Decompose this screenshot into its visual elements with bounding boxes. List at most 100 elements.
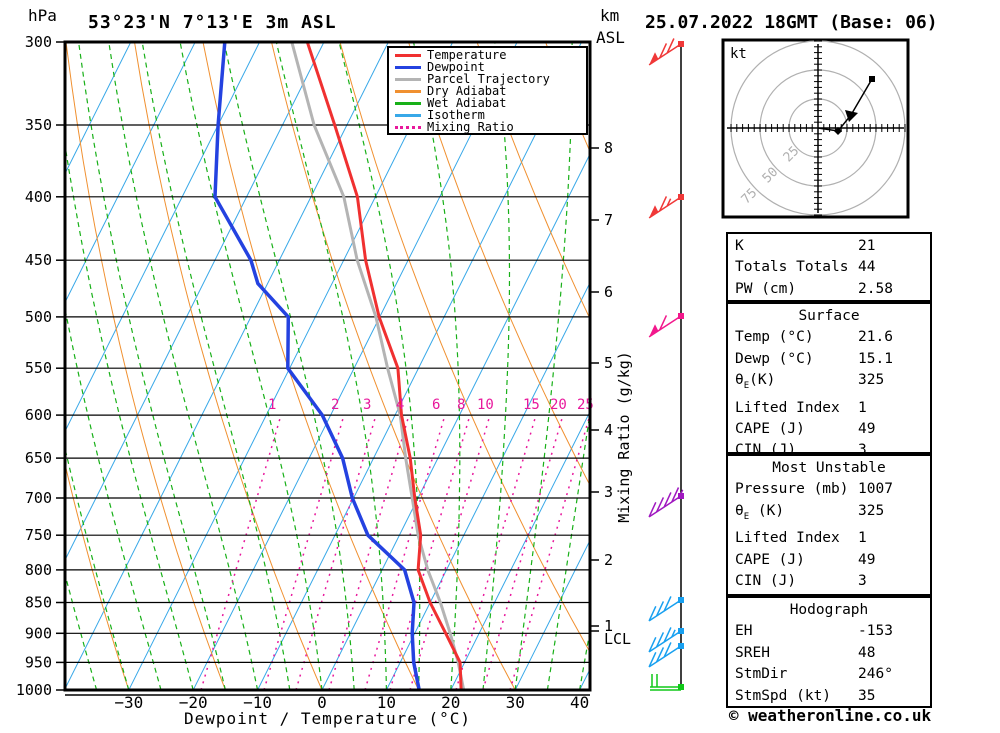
pressure-tick-label: 400 (25, 188, 52, 206)
hodograph-trace (817, 78, 873, 132)
km-tick-label: 1 (604, 617, 613, 635)
mixing-ratio-line (409, 414, 491, 689)
table-row: Temp (°C) 21.6 (728, 327, 930, 348)
plot-area (0, 42, 589, 690)
x-axis-title: Dewpoint / Temperature (°C) (183, 709, 472, 728)
mixing-ratio-label: 3 (363, 397, 371, 413)
wet-adiabat-line (413, 43, 461, 689)
table-row: CAPE (J) 49 (728, 550, 930, 571)
isotherm-line (66, 43, 196, 302)
table-row-value: 48 (858, 644, 876, 661)
temp-tick-label: −30 (114, 693, 143, 712)
table-row-label: CAPE (J) (735, 420, 805, 437)
pressure-tick-label: 350 (25, 116, 52, 134)
isotherm-line (515, 541, 589, 689)
temp-tick-label: −10 (243, 693, 272, 712)
isotherm-line (386, 283, 589, 689)
table-box: Most Unstable Pressure (mb) 1007 θE (K) 325 L… (726, 454, 932, 596)
table-row-value: 3 (858, 442, 867, 459)
mixing-ratio-label: 1 (268, 397, 276, 413)
table-row: CAPE (J) 49 (728, 419, 930, 440)
wind-barb (648, 596, 684, 622)
copyright: © weatheronline.co.uk (728, 706, 932, 725)
mixing-ratio-line (482, 414, 564, 689)
mixing-ratio-label: 15 (523, 397, 540, 413)
isotherm-line (66, 43, 389, 688)
wet-adiabat-line (275, 43, 387, 689)
table-row: θE (K) 325 (728, 501, 930, 528)
isotherm-line (450, 412, 589, 689)
mixing-ratio-line (263, 414, 345, 689)
table-row: Dewp (°C) 15.1 (728, 349, 930, 370)
km-axis-unit: km (600, 6, 620, 25)
table-row-value: 35 (858, 687, 876, 704)
isotherm-line (66, 43, 325, 560)
dewpoint-curve (213, 43, 421, 689)
km-tick-label: 7 (604, 211, 613, 229)
temp-tick-label: −20 (179, 693, 208, 712)
table-row-label: CAPE (J) (735, 551, 805, 568)
dry-adiabat-line (66, 43, 226, 689)
table-row-value: 1 (858, 530, 867, 547)
plot-frame (63, 40, 592, 692)
table-row: Lifted Index 1 (728, 398, 930, 419)
wind-barb (648, 38, 684, 66)
table-box: Hodograph EH -153 SREH 48 StmDir 246° StmSpd (k… (726, 596, 932, 708)
mixing-ratio-label: 8 (457, 397, 465, 413)
table-row: EH -153 (728, 621, 930, 642)
pressure-tick-label: 900 (25, 624, 52, 642)
pressure-axis-unit: hPa (28, 6, 57, 25)
isotherm-line (66, 43, 260, 431)
legend-item: Wet Adiabat (389, 97, 586, 109)
hodograph-end-marker (869, 76, 875, 82)
pressure-tick-label: 650 (25, 449, 52, 467)
km-tick-label: 3 (604, 483, 613, 501)
mixing-ratio-line (389, 414, 471, 689)
dry-adiabat-line (408, 43, 589, 485)
table-row-value: -153 (858, 623, 893, 640)
pressure-tick-label: 800 (25, 561, 52, 579)
mixing-ratio-label: 20 (550, 397, 567, 413)
isotherm-line (193, 43, 518, 689)
legend-item-label: Mixing Ratio (427, 120, 514, 134)
table-row-label: Pressure (mb) (735, 481, 849, 498)
table-row: CIN (J) 3 (728, 571, 930, 592)
km-tick-label: 6 (604, 283, 613, 301)
km-tick-label: 4 (604, 421, 613, 439)
legend-line-sample (395, 77, 421, 81)
table-row-value: 44 (858, 259, 876, 276)
wind-barb (648, 194, 684, 219)
wet-adiabat-line (66, 147, 194, 689)
temp-tick-label: 40 (570, 693, 589, 712)
table-row-value: 246° (858, 666, 893, 683)
wet-adiabat-line (108, 43, 259, 689)
table-row-label: PW (cm) (735, 280, 797, 297)
table-row-value: 325 (858, 372, 885, 389)
legend-line-sample (395, 53, 421, 57)
isotherm-line (0, 42, 2, 690)
mixing-ratio-label: 2 (331, 397, 339, 413)
table-row-value: 15.1 (858, 350, 893, 367)
table-row-label: Temp (°C) (735, 329, 814, 346)
parcel-trajectory-curve (290, 43, 466, 689)
table-row: StmDir 246° (728, 664, 930, 685)
table-row-label: EH (735, 623, 753, 640)
table-row-label: CIN (J) (735, 572, 797, 589)
hodograph-storm-motion-marker (845, 110, 858, 122)
legend-item-label: Parcel Trajectory (427, 72, 550, 86)
isotherm-line (257, 43, 582, 689)
isotherm-line (66, 43, 131, 173)
table-row: SREH 48 (728, 643, 930, 664)
table-section-header: Hodograph (789, 602, 869, 618)
mixing-ratio-line (295, 414, 377, 689)
dry-adiabat-line (66, 466, 129, 689)
legend-item: Isotherm (389, 109, 586, 121)
mixing-ratio-line (200, 414, 282, 689)
mixing-ratio-line (328, 414, 410, 689)
table-row-value: 21 (858, 238, 876, 254)
dry-adiabat-line (134, 43, 323, 689)
wet-adiabat-line (579, 633, 589, 689)
wind-barb (648, 642, 684, 668)
